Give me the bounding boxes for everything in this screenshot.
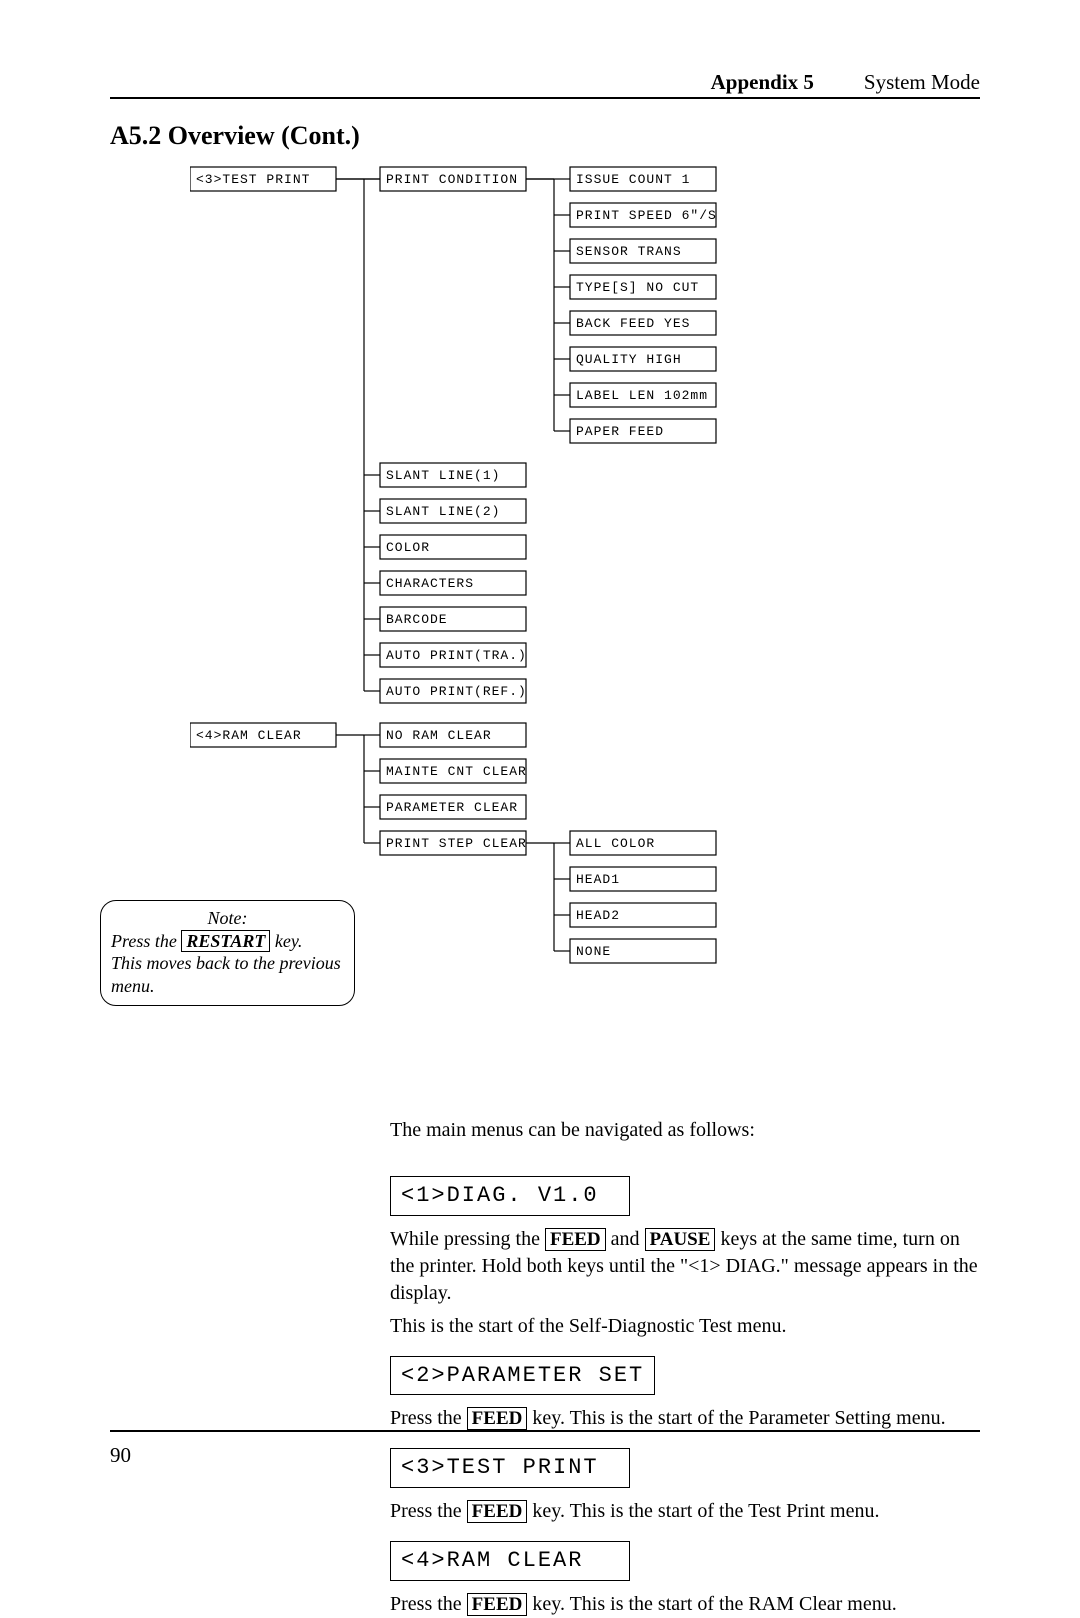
note-body: Press the RESTART key. — [111, 930, 344, 953]
key: PAUSE — [645, 1228, 716, 1251]
note-title: Note: — [111, 907, 344, 930]
step: <1>DIAG. V1.0 While pressing the FEED and… — [390, 1166, 980, 1340]
svg-text:<4>RAM CLEAR: <4>RAM CLEAR — [196, 728, 302, 743]
step: <3>TEST PRINT Press the FEED key. This is… — [390, 1438, 980, 1525]
step-text: Press the FEED key. This is the start of… — [390, 1405, 980, 1432]
step: <4>RAM CLEAR Press the FEED key. This is … — [390, 1531, 980, 1618]
svg-text:QUALITY HIGH: QUALITY HIGH — [576, 352, 682, 367]
svg-text:SLANT LINE(1): SLANT LINE(1) — [386, 468, 500, 483]
svg-text:HEAD2: HEAD2 — [576, 908, 620, 923]
key: FEED — [545, 1228, 606, 1251]
lcd-display: <2>PARAMETER SET — [390, 1356, 655, 1396]
step-text: Press the FEED key. This is the start of… — [390, 1591, 980, 1618]
svg-text:LABEL LEN 102mm: LABEL LEN 102mm — [576, 388, 708, 403]
svg-text:PARAMETER CLEAR: PARAMETER CLEAR — [386, 800, 518, 815]
svg-text:SLANT LINE(2): SLANT LINE(2) — [386, 504, 500, 519]
svg-text:PRINT CONDITION: PRINT CONDITION — [386, 172, 518, 187]
appendix-label: Appendix 5 — [711, 70, 814, 95]
mode-label: System Mode — [864, 70, 980, 95]
step: <2>PARAMETER SET Press the FEED key. This… — [390, 1346, 980, 1433]
section-title: A5.2 Overview (Cont.) — [110, 121, 980, 151]
svg-text:ALL COLOR: ALL COLOR — [576, 836, 655, 851]
lcd-display: <1>DIAG. V1.0 — [390, 1176, 630, 1216]
step-text: This is the start of the Self-Diagnostic… — [390, 1313, 980, 1340]
key: FEED — [467, 1593, 528, 1616]
restart-key: RESTART — [181, 930, 270, 952]
svg-text:SENSOR TRANS: SENSOR TRANS — [576, 244, 682, 259]
lcd-display: <3>TEST PRINT — [390, 1448, 630, 1488]
svg-text:<3>TEST PRINT: <3>TEST PRINT — [196, 172, 310, 187]
step-text: Press the FEED key. This is the start of… — [390, 1498, 980, 1525]
svg-text:AUTO PRINT(REF.): AUTO PRINT(REF.) — [386, 684, 527, 699]
svg-text:CHARACTERS: CHARACTERS — [386, 576, 474, 591]
key: FEED — [467, 1407, 528, 1430]
svg-text:BACK FEED YES: BACK FEED YES — [576, 316, 690, 331]
svg-text:PAPER FEED: PAPER FEED — [576, 424, 664, 439]
note-box: Note: Press the RESTART key. This moves … — [100, 900, 355, 1006]
lcd-display: <4>RAM CLEAR — [390, 1541, 630, 1581]
svg-text:NO RAM CLEAR: NO RAM CLEAR — [386, 728, 492, 743]
svg-text:MAINTE CNT CLEAR: MAINTE CNT CLEAR — [386, 764, 527, 779]
svg-text:HEAD1: HEAD1 — [576, 872, 620, 887]
svg-text:PRINT SPEED 6"/S: PRINT SPEED 6"/S — [576, 208, 717, 223]
footer-rule — [110, 1430, 980, 1432]
svg-text:PRINT STEP CLEAR: PRINT STEP CLEAR — [386, 836, 527, 851]
key: FEED — [467, 1500, 528, 1523]
page-number: 90 — [110, 1443, 131, 1468]
intro-text: The main menus can be navigated as follo… — [390, 1117, 980, 1144]
svg-text:TYPE[S] NO CUT: TYPE[S] NO CUT — [576, 280, 699, 295]
step-text: While pressing the FEED and PAUSE keys a… — [390, 1226, 980, 1307]
header-rule — [110, 97, 980, 99]
svg-text:NONE: NONE — [576, 944, 611, 959]
svg-text:COLOR: COLOR — [386, 540, 430, 555]
svg-text:BARCODE: BARCODE — [386, 612, 448, 627]
svg-text:ISSUE COUNT 1: ISSUE COUNT 1 — [576, 172, 690, 187]
svg-text:AUTO PRINT(TRA.): AUTO PRINT(TRA.) — [386, 648, 527, 663]
note-body2: This moves back to the previous menu. — [111, 952, 344, 997]
